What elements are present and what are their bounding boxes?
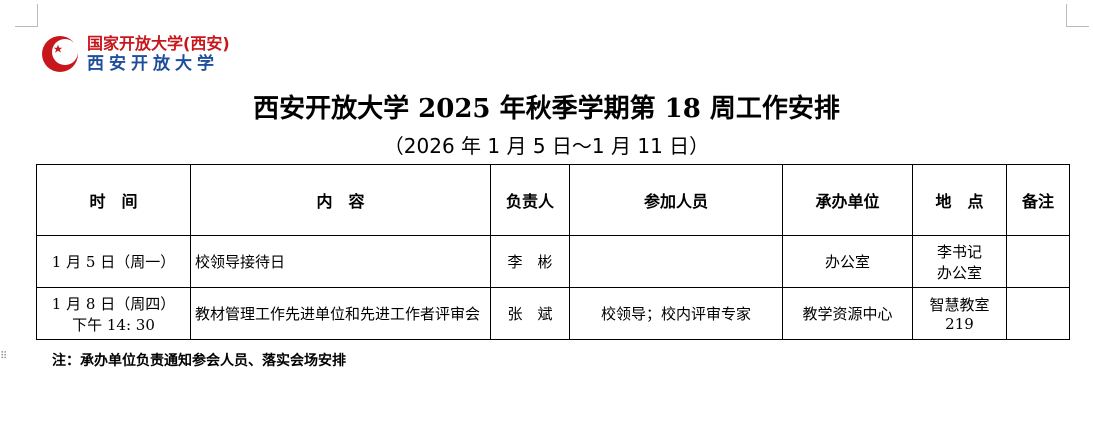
logo-text-national: 国家开放大学(西安) [87, 34, 230, 53]
cell-location: 李书记 办公室 [912, 235, 1007, 288]
header-content: 内 容 [190, 164, 491, 236]
university-logo: 国家开放大学(西安) 西安开放大学 [40, 32, 230, 76]
header-time: 时 间 [36, 164, 191, 236]
paragraph-drag-handle-icon[interactable]: ⠿ [0, 351, 8, 362]
cell-time: 1 月 8 日（周四） 下午 14: 30 [36, 287, 191, 340]
header-remark: 备注 [1006, 164, 1070, 236]
cell-participants: 校领导；校内评审专家 [569, 287, 783, 340]
table-row: 1 月 8 日（周四） 下午 14: 30 教材管理工作先进单位和先进工作者评审会… [36, 287, 1070, 340]
time-text: 1 月 5 日（周一） [51, 253, 176, 271]
cell-owner: 张 斌 [490, 287, 570, 340]
header-owner: 负责人 [490, 164, 570, 236]
cell-participants [569, 235, 783, 288]
table-header-row: 时 间 内 容 负责人 参加人员 承办单位 地 点 备注 [36, 164, 1070, 236]
page-title: 西安开放大学 2025 年秋季学期第 18 周工作安排 [253, 94, 840, 124]
footnote: 注：承办单位负责通知参会人员、落实会场安排 [52, 353, 346, 369]
header-participants: 参加人员 [569, 164, 783, 236]
cell-organizer: 办公室 [782, 235, 913, 288]
date-range: （2026 年 1 月 5 日～1 月 11 日） [383, 134, 710, 158]
time-text: 1 月 8 日（周四） [51, 294, 176, 313]
logo-emblem-icon [42, 36, 78, 72]
cell-remark [1006, 235, 1070, 288]
cell-location: 智慧教室 219 [912, 287, 1007, 340]
margin-corner-mark [15, 4, 38, 27]
cell-content: 校领导接待日 [190, 235, 491, 288]
cell-remark [1006, 287, 1070, 340]
header-location: 地 点 [912, 164, 1007, 236]
cell-owner: 李 彬 [490, 235, 570, 288]
cell-time: 1 月 5 日（周一） [36, 235, 191, 288]
logo-text-xian: 西安开放大学 [87, 54, 219, 74]
header-organizer: 承办单位 [782, 164, 913, 236]
table-row: 1 月 5 日（周一） 校领导接待日 李 彬 办公室 李书记 办公室 [36, 235, 1070, 288]
cell-content: 教材管理工作先进单位和先进工作者评审会 [190, 287, 491, 340]
margin-corner-mark [1066, 4, 1089, 27]
time-detail-text: 下午 14: 30 [72, 315, 155, 334]
cell-organizer: 教学资源中心 [782, 287, 913, 340]
schedule-table: 时 间 内 容 负责人 参加人员 承办单位 地 点 备注 1 月 5 日（周一）… [36, 164, 1070, 340]
